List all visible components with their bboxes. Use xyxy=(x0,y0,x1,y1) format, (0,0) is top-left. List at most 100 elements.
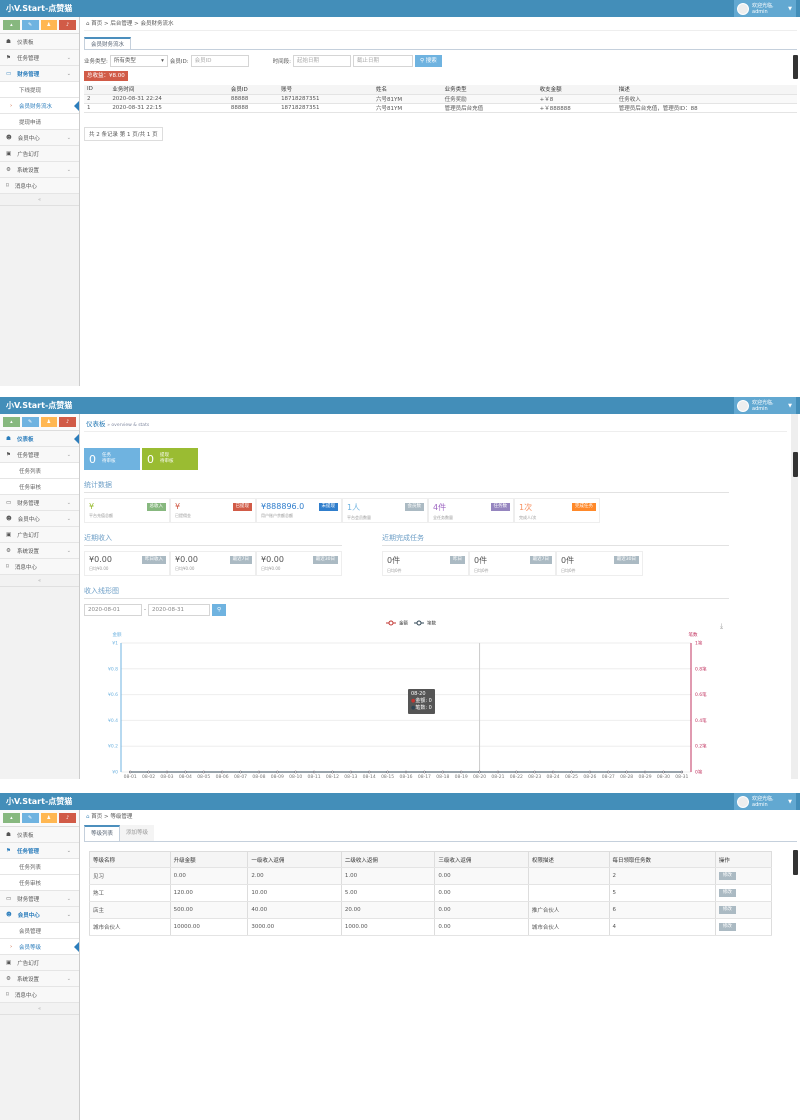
sidebar-item[interactable]: ▣ 广告幻灯 xyxy=(0,527,79,543)
sidebar-item[interactable]: ☗ 仪表板 xyxy=(0,431,79,447)
member-id-input[interactable]: 会员ID xyxy=(190,54,249,67)
signal-shortcut-button[interactable]: ▴ xyxy=(3,813,20,823)
logo[interactable]: 小V.Start-点赞猫 xyxy=(6,797,73,806)
sidebar-collapse-button[interactable]: « xyxy=(0,575,79,587)
download-icon[interactable]: ⤓ xyxy=(720,622,724,630)
signal-shortcut-button[interactable]: ▴ xyxy=(3,417,20,427)
x-tick-label: 08-17 xyxy=(418,774,431,779)
edit-button[interactable]: 修改 xyxy=(718,889,736,897)
table-row: 见习 0.00 2.00 1.00 0.00 2 修改 xyxy=(89,867,772,885)
sidebar-item[interactable]: ⚑ 任务管理 ⌄ xyxy=(0,50,79,66)
column-header[interactable]: 每日领取任务数 xyxy=(609,851,716,868)
sidebar-item[interactable]: ⚙ 系统设置 ⌄ xyxy=(0,971,79,987)
sidebar-item[interactable]: ⌑ 消息中心 xyxy=(0,987,79,1003)
column-header[interactable]: 权限描述 xyxy=(528,851,610,868)
data-point xyxy=(496,770,500,774)
pencil-shortcut-button[interactable]: ✎ xyxy=(21,813,39,823)
column-header[interactable]: 一级收入返佣 xyxy=(247,851,342,868)
column-header[interactable]: 描述 xyxy=(615,85,797,95)
column-header[interactable]: 业务时间 xyxy=(109,85,228,95)
avatar xyxy=(737,2,749,15)
sidebar-item[interactable]: ☗ 仪表板 xyxy=(0,827,79,843)
column-header[interactable]: 二级收入返佣 xyxy=(341,851,436,868)
sidebar-item[interactable]: ▭ 财务管理 ⌄ xyxy=(0,891,79,907)
chart-end-date[interactable]: 2020-08-31 xyxy=(148,603,210,616)
user-menu[interactable]: 欢迎光临, admin ▼ xyxy=(734,793,796,810)
user-menu[interactable]: 欢迎光临, admin ▼ xyxy=(734,0,796,17)
sidebar-item[interactable]: ▣ 广告幻灯 xyxy=(0,955,79,971)
column-header[interactable]: 会员ID xyxy=(227,85,279,95)
scrollbar[interactable] xyxy=(793,452,798,477)
sidebar-item[interactable]: ▭ 财务管理 ⌄ xyxy=(0,66,79,82)
column-header[interactable]: 等级名称 xyxy=(89,851,171,868)
sidebar-item[interactable]: ⚑ 任务管理 ⌄ xyxy=(0,843,79,859)
sidebar-item[interactable]: 提现申请 xyxy=(0,114,79,130)
tab-level-list[interactable]: 等级列表 xyxy=(84,825,121,841)
tab-finance-flow[interactable]: 会员财务流水 xyxy=(84,37,132,49)
sidebar-item[interactable]: ⌑ 消息中心 xyxy=(0,559,79,575)
tile-label-2: 待审核 xyxy=(160,459,174,464)
sidebar-item[interactable]: ▣ 广告幻灯 xyxy=(0,146,79,162)
scrollbar[interactable] xyxy=(793,850,798,875)
chart-start-date[interactable]: 2020-08-01 xyxy=(84,603,142,616)
chevron-down-icon: ⌄ xyxy=(66,515,71,522)
logo[interactable]: 小V.Start-点赞猫 xyxy=(6,4,73,13)
sidebar-item[interactable]: ☻ 会员中心 ⌄ xyxy=(0,130,79,146)
sidebar-item[interactable]: ⚙ 系统设置 ⌄ xyxy=(0,162,79,178)
scrollbar[interactable] xyxy=(793,55,798,79)
sidebar-item[interactable]: › 会员财务流水 xyxy=(0,98,79,114)
sidebar-collapse-button[interactable]: « xyxy=(0,194,79,206)
column-header[interactable]: 操作 xyxy=(715,851,773,868)
bell-shortcut-button[interactable]: ♪ xyxy=(59,417,76,427)
type-select[interactable]: 所有类型 ▾ xyxy=(109,54,168,67)
edit-button[interactable]: 修改 xyxy=(718,872,736,880)
breadcrumb-text[interactable]: 首页 > 等级管理 xyxy=(91,814,133,820)
column-header[interactable]: 姓名 xyxy=(373,85,442,95)
sidebar-item[interactable]: ▭ 财务管理 ⌄ xyxy=(0,495,79,511)
signal-shortcut-button[interactable]: ▴ xyxy=(3,20,20,30)
table-cell: 120.00 xyxy=(170,884,249,902)
pending-tile[interactable]: 0 任务 待审核 xyxy=(84,448,140,470)
sidebar-item[interactable]: ☻ 会员中心 ⌄ xyxy=(0,907,79,923)
bell-shortcut-button[interactable]: ♪ xyxy=(59,813,76,823)
sidebar-item[interactable]: ⚙ 系统设置 ⌄ xyxy=(0,543,79,559)
column-header[interactable]: 收支金额 xyxy=(536,85,616,95)
sidebar-collapse-button[interactable]: « xyxy=(0,1003,79,1015)
sidebar-item[interactable]: 会员管理 xyxy=(0,923,79,939)
users-shortcut-button[interactable]: ♟ xyxy=(40,813,58,823)
sidebar-item[interactable]: 任务列表 xyxy=(0,859,79,875)
edit-button[interactable]: 修改 xyxy=(718,923,736,931)
column-header[interactable]: 三级收入返佣 xyxy=(434,851,529,868)
sidebar-item[interactable]: › 会员等级 xyxy=(0,939,79,955)
breadcrumb-text[interactable]: 首页 > 后台管理 > 会员财务流水 xyxy=(91,21,174,27)
pending-tile[interactable]: 0 提现 待审核 xyxy=(142,448,198,470)
users-shortcut-button[interactable]: ♟ xyxy=(40,20,58,30)
tab-add-level[interactable]: 添加等级 xyxy=(120,825,155,841)
search-button[interactable]: ⚲ 搜索 xyxy=(414,54,442,67)
pencil-shortcut-button[interactable]: ✎ xyxy=(21,417,39,427)
users-shortcut-button[interactable]: ♟ xyxy=(40,417,58,427)
chart-search-button[interactable]: ⚲ xyxy=(212,603,227,616)
pencil-shortcut-button[interactable]: ✎ xyxy=(21,20,39,30)
pending-tiles: 0 任务 待审核 0 提现 待审核 xyxy=(84,448,787,470)
data-point xyxy=(423,770,426,774)
column-header[interactable]: 升级金额 xyxy=(170,851,249,868)
logo[interactable]: 小V.Start-点赞猫 xyxy=(6,401,73,410)
sidebar-item-label: 任务管理 xyxy=(16,452,39,459)
start-date-input[interactable]: 起始日期 xyxy=(292,54,351,67)
sidebar-item[interactable]: ☗ 仪表板 xyxy=(0,34,79,50)
sidebar-item[interactable]: ⚑ 任务管理 ⌄ xyxy=(0,447,79,463)
bell-shortcut-button[interactable]: ♪ xyxy=(59,20,76,30)
column-header[interactable]: 账号 xyxy=(278,85,374,95)
edit-button[interactable]: 修改 xyxy=(718,906,736,914)
sidebar-item[interactable]: 任务审核 xyxy=(0,479,79,495)
column-header[interactable]: ID xyxy=(84,85,110,95)
user-menu[interactable]: 欢迎光临, admin ▼ xyxy=(734,397,796,414)
sidebar-item[interactable]: ⌑ 消息中心 xyxy=(0,178,79,194)
sidebar-item[interactable]: 任务审核 xyxy=(0,875,79,891)
end-date-input[interactable]: 截止日期 xyxy=(352,54,413,67)
sidebar-item[interactable]: ☻ 会员中心 ⌄ xyxy=(0,511,79,527)
sidebar-item[interactable]: 下线提现 xyxy=(0,82,79,98)
sidebar-item[interactable]: 任务列表 xyxy=(0,463,79,479)
column-header[interactable]: 业务类型 xyxy=(441,85,537,95)
